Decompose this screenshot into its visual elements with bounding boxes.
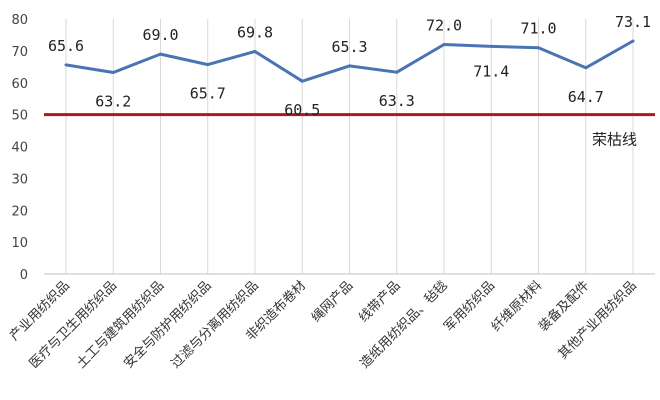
x-category-label: 造纸用纺织品、毡毯 <box>357 278 450 371</box>
data-label: 65.6 <box>48 37 84 55</box>
data-point <box>159 52 162 56</box>
data-label: 65.3 <box>331 38 367 56</box>
x-axis: 产业用纺织品医疗与卫生用纺织品土工与建筑用纺织品安全与防护用纺织品过滤与分离用纺… <box>7 273 655 372</box>
x-category-label: 土工与建筑用纺织品 <box>73 278 167 372</box>
data-point <box>253 50 257 54</box>
data-point <box>395 70 399 74</box>
x-category-label: 绳网产品 <box>309 278 356 325</box>
data-label: 73.1 <box>615 13 651 31</box>
y-tick-label: 40 <box>11 141 28 156</box>
data-point <box>206 63 210 67</box>
reference-line-group: 荣枯线 <box>44 113 655 149</box>
data-label: 72.0 <box>426 17 462 35</box>
data-point <box>537 46 540 50</box>
x-category-label: 医疗与卫生用纺织品 <box>27 278 120 371</box>
y-tick-label: 0 <box>20 268 28 283</box>
y-tick-label: 20 <box>11 204 28 219</box>
data-point <box>631 39 635 43</box>
data-point <box>64 63 68 67</box>
data-point <box>111 71 115 75</box>
reference-line-label: 荣枯线 <box>592 131 637 149</box>
data-label: 65.7 <box>190 85 226 103</box>
data-label: 71.4 <box>473 62 509 80</box>
data-point <box>300 79 304 83</box>
y-tick-label: 70 <box>11 45 28 60</box>
y-tick-label: 30 <box>11 172 28 187</box>
data-point <box>584 66 588 70</box>
y-tick-label: 50 <box>11 109 28 124</box>
x-category-label: 安全与防护用纺织品 <box>121 278 215 372</box>
gridlines <box>65 19 634 274</box>
series-group <box>64 39 635 83</box>
y-tick-label: 80 <box>11 13 28 28</box>
x-category-label: 过滤与分离用纺织品 <box>168 278 262 372</box>
data-label: 69.8 <box>237 24 273 42</box>
data-label: 63.3 <box>379 92 415 110</box>
data-label: 69.0 <box>142 26 178 44</box>
data-label: 64.7 <box>568 88 604 106</box>
y-tick-label: 10 <box>11 236 28 251</box>
data-point <box>442 43 446 46</box>
data-labels: 65.6 63.2 69.0 65.7 69.8 60.5 65.3 63.3 72.0 71.4… <box>48 13 651 119</box>
y-tick-label: 60 <box>11 77 28 92</box>
data-label: 63.2 <box>95 93 131 111</box>
data-point <box>489 44 493 48</box>
data-point <box>348 64 351 68</box>
data-label: 71.0 <box>520 20 556 38</box>
y-axis: 0 10 20 30 40 50 60 70 80 <box>11 13 28 283</box>
x-category-label: 线带产品 <box>356 278 403 325</box>
data-label: 60.5 <box>284 101 320 119</box>
